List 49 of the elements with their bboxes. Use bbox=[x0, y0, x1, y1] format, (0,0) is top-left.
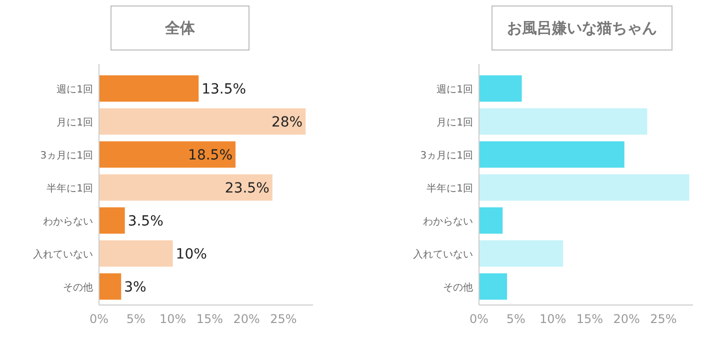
bar bbox=[99, 207, 125, 234]
data-label: 13.5% bbox=[202, 82, 246, 98]
y-tick-label: 3ヵ月に1回 bbox=[40, 150, 93, 162]
x-tick-label: 0% bbox=[469, 312, 489, 326]
x-tick-label: 5% bbox=[506, 312, 526, 326]
data-label: 23.5% bbox=[224, 180, 270, 196]
y-tick-label: 入れていない bbox=[413, 248, 473, 260]
data-label: 3.5% bbox=[128, 214, 164, 230]
y-tick-label: 月に1回 bbox=[56, 118, 93, 128]
data-label: 3% bbox=[124, 280, 146, 296]
x-tick-label: 25% bbox=[650, 312, 677, 326]
data-label: 10% bbox=[176, 246, 207, 262]
chart-title: お風呂嫌いな猫ちゃん bbox=[507, 19, 657, 37]
y-tick-label: 週に1回 bbox=[436, 84, 473, 96]
bar bbox=[99, 273, 122, 300]
bar bbox=[99, 174, 272, 201]
y-tick-label: わからない bbox=[43, 216, 93, 228]
bar bbox=[479, 75, 522, 102]
y-tick-label: わからない bbox=[423, 216, 473, 228]
x-tick-label: 20% bbox=[613, 312, 640, 326]
y-tick-label: 半年に1回 bbox=[46, 182, 93, 194]
x-tick-label: 25% bbox=[270, 312, 297, 326]
chart-title: 全体 bbox=[164, 19, 196, 37]
y-tick-label: 月に1回 bbox=[436, 118, 473, 128]
bar bbox=[99, 75, 199, 102]
bar bbox=[99, 108, 306, 135]
bar bbox=[479, 141, 624, 168]
y-tick-label: 週に1回 bbox=[56, 84, 93, 96]
y-tick-label: 半年に1回 bbox=[426, 182, 473, 194]
x-tick-label: 0% bbox=[89, 312, 109, 326]
bar bbox=[99, 141, 236, 168]
data-label: 18.5% bbox=[188, 148, 233, 164]
bar bbox=[479, 273, 508, 300]
x-tick-label: 20% bbox=[233, 312, 260, 326]
x-tick-label: 10% bbox=[159, 312, 186, 326]
x-tick-label: 15% bbox=[576, 312, 604, 326]
bar bbox=[99, 240, 173, 267]
bar bbox=[479, 174, 690, 201]
x-tick-label: 15% bbox=[196, 312, 224, 326]
y-tick-label: 3ヵ月に1回 bbox=[420, 150, 473, 162]
y-tick-label: その他 bbox=[443, 282, 473, 294]
data-label: 28% bbox=[271, 114, 303, 130]
x-tick-label: 5% bbox=[126, 312, 146, 326]
y-tick-label: その他 bbox=[63, 282, 93, 294]
bar bbox=[479, 108, 648, 135]
x-tick-label: 10% bbox=[539, 312, 566, 326]
bar bbox=[479, 240, 564, 267]
y-tick-label: 入れていない bbox=[33, 248, 93, 260]
bar bbox=[479, 207, 503, 234]
